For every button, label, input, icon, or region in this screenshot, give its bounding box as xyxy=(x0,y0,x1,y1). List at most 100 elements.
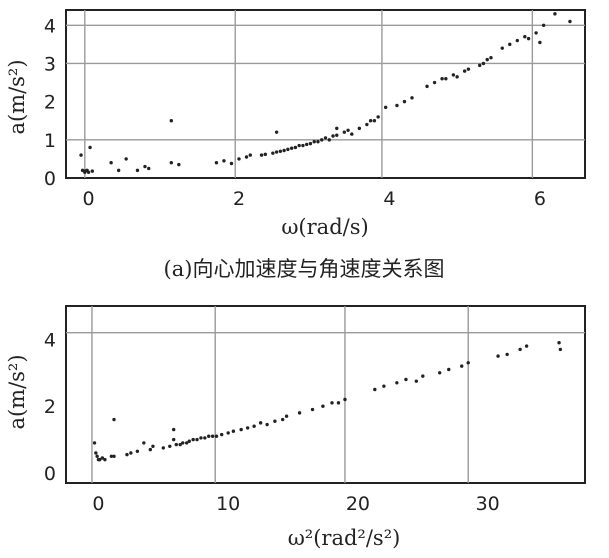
chart-b-data-point xyxy=(203,436,207,440)
chart-a-y-tick-label: 0 xyxy=(44,168,56,190)
chart-a-data-point xyxy=(90,169,95,173)
chart-a-data-point xyxy=(222,159,226,163)
chart-b-data-point xyxy=(207,434,211,438)
chart-b-gridlines xyxy=(66,306,585,483)
chart-a-data-point xyxy=(553,12,557,16)
chart-a-data-point xyxy=(335,133,339,137)
chart-a-data-point xyxy=(541,23,546,27)
chart-a-data-point xyxy=(568,19,572,24)
chart-a-data-point xyxy=(263,152,268,157)
chart-a-y-tick-label: 3 xyxy=(44,53,56,75)
chart-b-data-point xyxy=(466,361,470,365)
chart-b-x-tick-label: 30 xyxy=(476,493,500,515)
chart-a-data-point xyxy=(395,103,399,108)
chart-b-x-tick-label: 10 xyxy=(216,493,240,515)
chart-a-data-point xyxy=(365,122,369,127)
chart-b-data-point xyxy=(395,381,399,385)
chart-a-y-tick-label: 1 xyxy=(44,130,56,152)
chart-b-data-point xyxy=(112,454,116,458)
chart-a-y-tick-labels: 0 1 2 3 4 xyxy=(44,15,56,190)
chart-a-plot-frame xyxy=(65,9,586,179)
chart-a-data-point xyxy=(350,132,354,136)
chart-a-data-point xyxy=(331,134,335,138)
chart-b-data-point xyxy=(280,417,285,422)
chart-b-data-point xyxy=(187,439,191,443)
chart-a-data-point xyxy=(147,166,151,171)
chart-a-data-point xyxy=(169,161,174,165)
chart-a-x-tick-label: 6 xyxy=(534,188,546,210)
chart-b-data-point xyxy=(214,434,219,438)
chart-b-data-point xyxy=(239,427,243,432)
chart-b-data-point xyxy=(199,436,203,440)
chart-b-data-points xyxy=(92,341,563,462)
chart-a-data-point xyxy=(346,128,350,132)
chart-a-data-point xyxy=(244,155,249,159)
chart-a-data-point xyxy=(316,140,320,144)
chart-a-data-point xyxy=(169,119,174,123)
chart-a-data-point xyxy=(383,105,388,110)
chart-b-data-point xyxy=(184,441,189,445)
chart-a-data-point xyxy=(327,138,331,142)
chart-a-data-point xyxy=(177,162,181,167)
chart-a-data-point xyxy=(534,31,538,35)
chart-b-data-point xyxy=(142,441,146,445)
chart-a-data-point xyxy=(320,138,324,142)
chart-a-data-point xyxy=(297,143,301,148)
chart-a-data-point xyxy=(425,84,429,89)
chart-b-x-axis-title: ω²(rad²/s²) xyxy=(288,526,401,550)
chart-b-data-point xyxy=(210,434,215,438)
chart-b-data-point xyxy=(336,401,341,405)
chart-b-data-point xyxy=(174,442,178,447)
chart-b-data-point xyxy=(524,344,529,348)
chart-b-data-point xyxy=(98,457,102,462)
chart-a-gridlines xyxy=(66,10,585,178)
chart-b-data-point xyxy=(148,447,153,452)
chart-b-data-point xyxy=(258,421,263,425)
chart-b-data-point xyxy=(373,387,377,392)
chart-a-data-point xyxy=(462,69,467,73)
chart-a-x-tick-label: 4 xyxy=(383,188,395,210)
chart-a-x-axis-title: ω(rad/s) xyxy=(281,215,368,239)
chart-a-data-point xyxy=(274,130,279,134)
chart-b-x-tick-label: 0 xyxy=(92,493,104,515)
chart-a-data-points xyxy=(79,12,572,174)
chart-b-data-point xyxy=(245,426,250,430)
chart-b-data-point xyxy=(265,422,269,427)
chart-b-data-point xyxy=(220,432,224,437)
chart-b-data-point xyxy=(92,441,97,445)
chart-a-x-tick-labels: 0 2 4 6 xyxy=(83,188,546,210)
chart-a-x-tick-label: 0 xyxy=(83,188,95,210)
chart-a-data-point xyxy=(79,153,83,157)
chart-a-data-point xyxy=(214,161,219,165)
chart-b-y-tick-label: 0 xyxy=(44,463,56,485)
chart-a-y-axis-title: a(m/s²) xyxy=(5,59,29,134)
chart-b-data-point xyxy=(404,377,408,382)
chart-a-data-point xyxy=(515,38,520,43)
chart-a-x-tick-label: 2 xyxy=(233,188,245,210)
chart-a-data-point xyxy=(538,40,542,45)
chart-a-data-point xyxy=(124,157,128,161)
chart-a-data-point xyxy=(274,150,279,154)
chart-a-data-point xyxy=(526,36,531,41)
chart-b-x-tick-label: 20 xyxy=(346,493,370,515)
chart-a-data-point xyxy=(80,168,85,173)
chart-a-data-point xyxy=(432,80,437,85)
chart-b-data-point xyxy=(161,446,166,450)
chart-b-y-tick-label: 4 xyxy=(44,329,56,351)
chart-a-data-point xyxy=(143,164,147,169)
chart-a-data-point xyxy=(259,153,264,157)
chart-b-data-point xyxy=(252,424,256,428)
chart-a-data-point xyxy=(335,126,339,131)
chart-a-caption: (a)向心加速度与角速度关系图 xyxy=(164,257,445,281)
chart-b-data-point xyxy=(460,364,464,368)
chart-b-data-point xyxy=(178,442,182,447)
chart-b-data-point xyxy=(129,451,133,455)
chart-b-data-point xyxy=(321,404,325,408)
chart-b-data-point xyxy=(421,374,425,378)
chart-b-data-point xyxy=(231,429,236,433)
chart-a-data-point xyxy=(278,149,283,153)
chart-a-data-point xyxy=(88,145,92,150)
chart-a-data-point xyxy=(508,42,512,47)
chart-a-data-point xyxy=(466,67,471,71)
